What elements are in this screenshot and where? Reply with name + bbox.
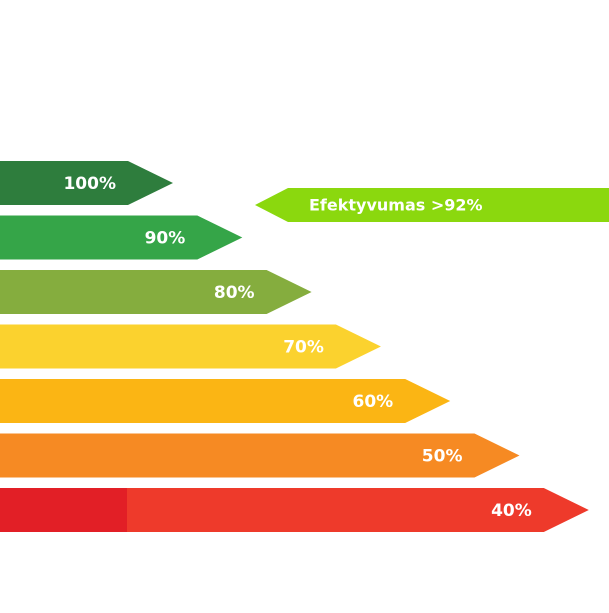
efficiency-bar-70 — [0, 324, 381, 369]
efficiency-bar-label: 70% — [283, 338, 324, 358]
efficiency-pointer: Efektyvumas >92% — [255, 188, 609, 222]
efficiency-bar-40 — [0, 488, 589, 532]
efficiency-bar-label: 60% — [352, 392, 393, 412]
efficiency-bar-100 — [0, 161, 173, 205]
efficiency-bar-90 — [0, 215, 243, 260]
efficiency-bar-label: 80% — [214, 283, 255, 303]
efficiency-bar-label: 100% — [63, 174, 116, 194]
efficiency-bar-label: 90% — [145, 229, 186, 249]
pointer-label: Efektyvumas >92% — [309, 196, 483, 215]
efficiency-bar-accent — [0, 488, 127, 532]
efficiency-bar-label: 40% — [491, 501, 532, 521]
efficiency-bar-80 — [0, 270, 312, 314]
efficiency-bar-50 — [0, 433, 520, 478]
efficiency-bar-60 — [0, 379, 451, 423]
pointer-arrow — [255, 188, 609, 222]
efficiency-bar-label: 50% — [422, 447, 463, 467]
efficiency-bars: 100% 90% 80% 70% 60% 50% 40% — [0, 161, 589, 532]
